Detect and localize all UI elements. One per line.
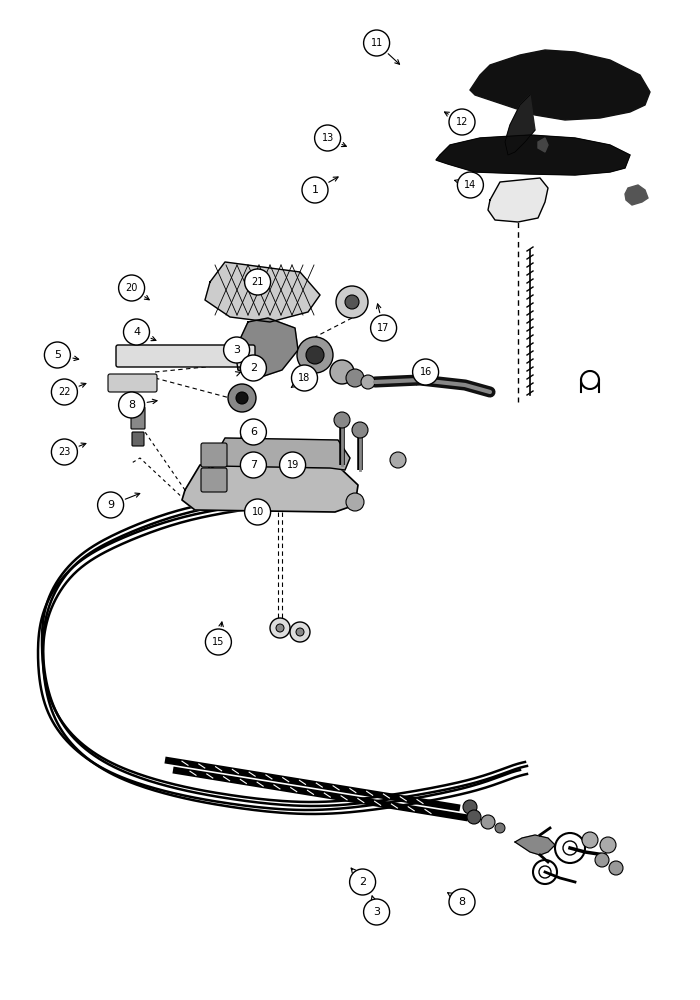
Circle shape: [495, 823, 505, 833]
Circle shape: [336, 286, 368, 318]
Circle shape: [363, 30, 390, 56]
Circle shape: [118, 392, 145, 418]
Circle shape: [290, 622, 310, 642]
Circle shape: [467, 810, 481, 824]
Circle shape: [330, 360, 354, 384]
Text: 4: 4: [133, 327, 140, 337]
Circle shape: [582, 832, 598, 848]
Text: 1: 1: [312, 185, 318, 195]
Circle shape: [449, 109, 475, 135]
Circle shape: [302, 177, 328, 203]
Text: 11: 11: [370, 38, 383, 48]
Text: 3: 3: [233, 345, 240, 355]
Circle shape: [279, 452, 306, 478]
Circle shape: [463, 800, 477, 814]
Circle shape: [205, 629, 232, 655]
Text: 20: 20: [125, 283, 138, 293]
Circle shape: [457, 172, 484, 198]
Circle shape: [370, 315, 397, 341]
Circle shape: [297, 337, 333, 373]
FancyBboxPatch shape: [132, 432, 144, 446]
Circle shape: [240, 355, 267, 381]
Circle shape: [345, 295, 359, 309]
Text: 10: 10: [251, 507, 264, 517]
Circle shape: [51, 379, 78, 405]
Circle shape: [352, 422, 368, 438]
Polygon shape: [235, 318, 298, 378]
Circle shape: [51, 439, 78, 465]
Circle shape: [412, 359, 439, 385]
Circle shape: [240, 419, 267, 445]
Polygon shape: [208, 438, 350, 470]
FancyBboxPatch shape: [201, 443, 227, 467]
Polygon shape: [488, 178, 548, 222]
Circle shape: [363, 899, 390, 925]
Text: 2: 2: [250, 363, 257, 373]
Circle shape: [244, 499, 271, 525]
Circle shape: [595, 853, 609, 867]
Circle shape: [306, 346, 324, 364]
Circle shape: [390, 452, 406, 468]
Text: 22: 22: [58, 387, 71, 397]
Circle shape: [228, 384, 256, 412]
Circle shape: [118, 275, 145, 301]
Text: 7: 7: [250, 460, 257, 470]
Text: 23: 23: [58, 447, 71, 457]
Circle shape: [276, 624, 284, 632]
FancyBboxPatch shape: [201, 468, 227, 492]
Text: 8: 8: [128, 400, 135, 410]
Text: 18: 18: [298, 373, 311, 383]
Circle shape: [314, 125, 341, 151]
Text: 2: 2: [359, 877, 366, 887]
Circle shape: [481, 815, 495, 829]
Text: 3: 3: [373, 907, 380, 917]
Text: 14: 14: [464, 180, 477, 190]
Polygon shape: [538, 138, 548, 152]
Text: 15: 15: [212, 637, 225, 647]
Text: 16: 16: [419, 367, 432, 377]
Circle shape: [244, 269, 271, 295]
Text: 21: 21: [251, 277, 264, 287]
Polygon shape: [205, 262, 320, 322]
Circle shape: [349, 869, 376, 895]
Text: 8: 8: [458, 897, 466, 907]
FancyBboxPatch shape: [116, 345, 255, 367]
FancyBboxPatch shape: [131, 407, 145, 429]
Text: 12: 12: [456, 117, 468, 127]
Polygon shape: [182, 465, 358, 512]
Circle shape: [334, 412, 350, 428]
Text: 6: 6: [250, 427, 257, 437]
Circle shape: [346, 493, 364, 511]
Text: 13: 13: [321, 133, 334, 143]
Circle shape: [346, 369, 364, 387]
Polygon shape: [625, 185, 648, 205]
Polygon shape: [505, 95, 535, 155]
Text: 17: 17: [377, 323, 390, 333]
Circle shape: [44, 342, 71, 368]
Circle shape: [97, 492, 124, 518]
Polygon shape: [470, 50, 650, 120]
Polygon shape: [436, 135, 630, 175]
Circle shape: [270, 618, 290, 638]
Circle shape: [123, 319, 150, 345]
Circle shape: [449, 889, 475, 915]
Circle shape: [240, 452, 267, 478]
Circle shape: [236, 392, 248, 404]
Text: 9: 9: [107, 500, 114, 510]
Circle shape: [291, 365, 318, 391]
Circle shape: [361, 375, 375, 389]
Circle shape: [609, 861, 623, 875]
Circle shape: [296, 628, 304, 636]
Text: 5: 5: [54, 350, 61, 360]
Polygon shape: [515, 835, 555, 855]
FancyBboxPatch shape: [108, 374, 157, 392]
Text: 19: 19: [286, 460, 299, 470]
Circle shape: [223, 337, 250, 363]
Circle shape: [600, 837, 616, 853]
